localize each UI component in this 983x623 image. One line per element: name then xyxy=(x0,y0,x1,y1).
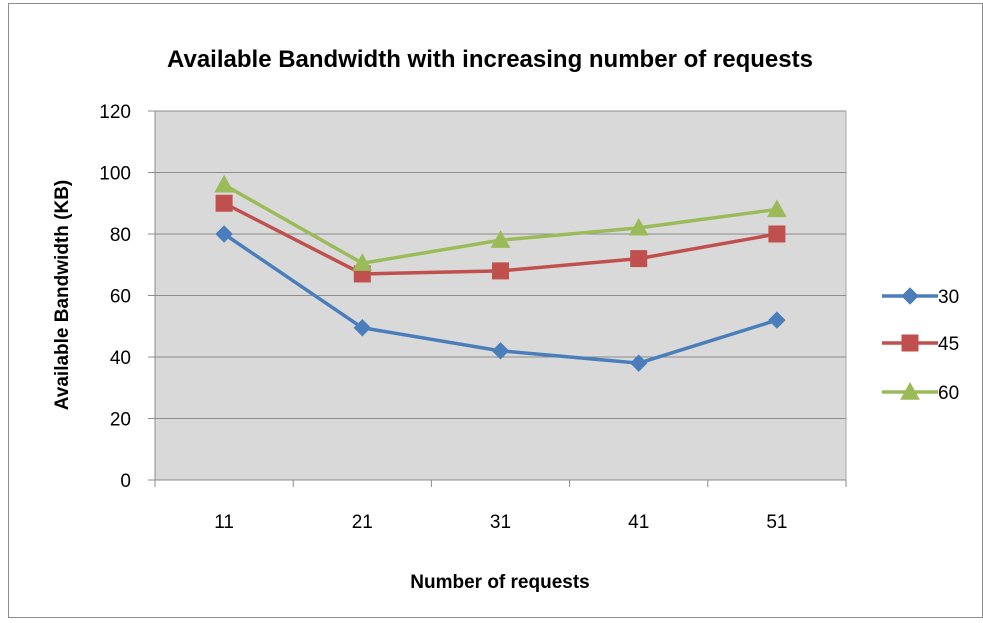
chart-title: Available Bandwidth with increasing numb… xyxy=(167,46,813,73)
y-tick-label: 0 xyxy=(120,471,131,492)
x-tick-label: 41 xyxy=(628,512,649,533)
data-point xyxy=(768,225,786,243)
legend-marker xyxy=(901,287,919,305)
legend-marker xyxy=(901,334,919,352)
data-point xyxy=(215,225,233,243)
data-point xyxy=(767,199,787,218)
legend: 30 45 60 xyxy=(882,287,959,404)
data-point xyxy=(629,354,648,372)
legend-item-30: 30 xyxy=(882,287,959,308)
series-60 xyxy=(214,174,787,271)
legend-label: 45 xyxy=(938,334,959,355)
y-tick-label: 40 xyxy=(110,348,131,369)
x-axis-label: Number of requests xyxy=(410,572,589,593)
data-point xyxy=(491,342,510,360)
data-point xyxy=(628,217,649,236)
data-point xyxy=(353,319,372,337)
series-30 xyxy=(215,225,786,372)
x-tick-label: 31 xyxy=(490,512,511,533)
legend-item-60: 60 xyxy=(882,381,959,404)
x-tick-label: 11 xyxy=(214,512,234,533)
x-tick-label: 51 xyxy=(766,512,787,533)
series-45 xyxy=(215,194,786,283)
x-tick-label: 21 xyxy=(352,512,373,533)
data-point xyxy=(630,250,648,268)
legend-label: 30 xyxy=(938,287,959,308)
x-axis-ticks: 11 21 31 41 51 xyxy=(154,480,847,533)
y-tick-label: 100 xyxy=(99,164,131,185)
y-axis-ticks: 0 20 40 60 80 100 120 xyxy=(99,102,155,492)
y-tick-label: 120 xyxy=(99,102,131,123)
legend-item-45: 45 xyxy=(882,334,959,355)
data-point xyxy=(352,253,373,271)
y-tick-label: 60 xyxy=(110,287,131,308)
legend-marker xyxy=(900,381,920,400)
legend-label: 60 xyxy=(938,383,959,404)
y-tick-label: 80 xyxy=(110,225,131,246)
data-point xyxy=(214,174,234,193)
data-point xyxy=(492,262,509,280)
y-axis-label: Available Bandwidth (KB) xyxy=(52,180,73,410)
y-tick-label: 20 xyxy=(110,410,131,431)
series-group xyxy=(214,174,787,372)
data-point xyxy=(768,311,786,329)
data-point xyxy=(215,194,233,212)
data-point xyxy=(490,230,511,248)
